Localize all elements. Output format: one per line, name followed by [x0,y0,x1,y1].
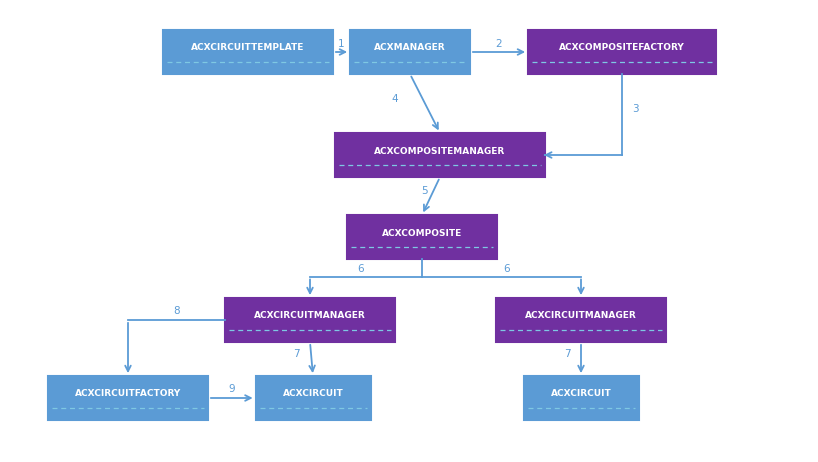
Text: 6: 6 [503,263,510,274]
Text: ACXCOMPOSITE: ACXCOMPOSITE [382,229,462,237]
Text: 2: 2 [496,39,502,49]
Bar [350,30,470,74]
Text: ACXCIRCUITMANAGER: ACXCIRCUITMANAGER [525,311,637,321]
Text: 7: 7 [294,349,300,359]
Text: ACXMANAGER: ACXMANAGER [374,43,446,53]
Text: ACXCIRCUIT: ACXCIRCUIT [551,389,611,399]
Text: ACXCIRCUITFACTORY: ACXCIRCUITFACTORY [75,389,181,399]
Text: ACXCIRCUIT: ACXCIRCUIT [283,389,344,399]
Text: 9: 9 [228,384,235,394]
Bar [163,30,333,74]
Text: 5: 5 [421,186,428,196]
Bar [335,133,545,177]
Text: 6: 6 [357,263,364,274]
Text: ACXCOMPOSITEMANAGER: ACXCOMPOSITEMANAGER [375,146,506,156]
Bar [255,376,371,420]
Bar [496,298,666,342]
Bar [524,376,639,420]
Bar [528,30,716,74]
Text: ACXCOMPOSITEFACTORY: ACXCOMPOSITEFACTORY [560,43,685,53]
Text: 8: 8 [173,306,180,316]
Text: ACXCIRCUITTEMPLATE: ACXCIRCUITTEMPLATE [191,43,304,53]
Text: 1: 1 [338,39,345,49]
Bar [225,298,395,342]
Text: 4: 4 [391,93,398,103]
Text: ACXCIRCUITMANAGER: ACXCIRCUITMANAGER [254,311,366,321]
Text: 7: 7 [564,349,571,359]
Text: 3: 3 [632,104,639,115]
Bar [48,376,208,420]
Bar [347,215,497,259]
